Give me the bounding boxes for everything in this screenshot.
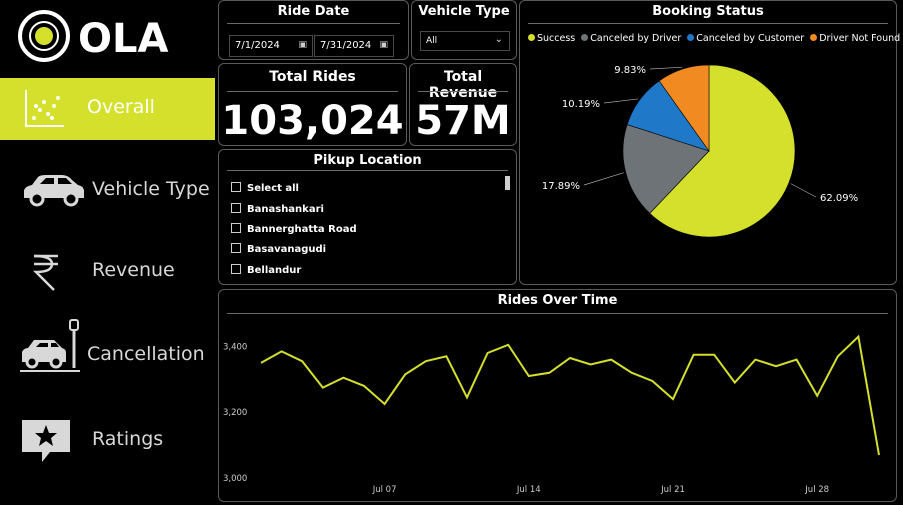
total-revenue-card: Total Revenue 57M <box>409 63 517 146</box>
y-tick-label: 3,000 <box>223 474 247 484</box>
calendar-icon[interactable]: ▣ <box>379 40 388 50</box>
leader-line <box>583 172 624 186</box>
card-title: Total Rides <box>269 69 356 85</box>
chart-legend: Success Canceled by Driver Canceled by C… <box>528 33 903 44</box>
checkbox[interactable] <box>231 243 241 253</box>
total-revenue-value: 57M <box>415 98 511 144</box>
total-rides-value: 103,024 <box>221 98 404 144</box>
card-title: Total Revenue <box>428 69 498 101</box>
total-rides-card: Total Rides 103,024 <box>218 63 407 146</box>
car-icon <box>24 175 84 207</box>
end-date-field[interactable]: 7/31/2024 ▣ <box>314 35 394 57</box>
data-label: 17.89% <box>542 181 580 192</box>
sidebar-item-overall[interactable]: Overall <box>0 78 215 140</box>
svg-text:OLA: OLA <box>78 16 168 62</box>
start-date-field[interactable]: 7/1/2024 ▣ <box>229 35 313 57</box>
chart-title: Rides Over Time <box>497 293 618 308</box>
sidebar-item-label: Revenue <box>92 259 175 281</box>
scrollbar[interactable] <box>505 176 510 190</box>
y-tick-label: 3,200 <box>223 408 247 418</box>
data-label: 62.09% <box>820 193 858 204</box>
sidebar-item-label: Overall <box>87 96 155 118</box>
checkbox[interactable] <box>231 182 241 192</box>
ride-date-slicer: Ride Date 7/1/2024 ▣ 7/31/2024 ▣ <box>218 0 409 60</box>
sidebar-item-revenue[interactable]: Revenue <box>0 240 215 300</box>
sidebar-item-ratings[interactable]: Ratings <box>0 410 215 470</box>
rupee-icon <box>32 254 58 291</box>
leader-line <box>603 98 639 104</box>
sidebar: OLA Overall Vehicle Type Revenue <box>0 0 215 505</box>
sidebar-item-cancellation[interactable]: Cancellation <box>0 316 215 376</box>
pie-slice[interactable] <box>658 64 710 152</box>
x-tick-label: Jul 07 <box>372 485 397 495</box>
ola-logo: OLA <box>18 10 168 62</box>
checkbox[interactable] <box>231 203 241 213</box>
legend-item: Success <box>528 33 575 44</box>
vehicle-type-slicer: Vehicle Type All ⌄ <box>411 0 517 60</box>
pie-slice[interactable] <box>622 124 710 214</box>
checkbox[interactable] <box>231 264 241 274</box>
data-label: 10.19% <box>562 99 600 110</box>
pie-chart: 62.09% 17.89% 10.19% 9.83% <box>542 64 858 238</box>
calendar-icon[interactable]: ▣ <box>298 40 307 50</box>
y-tick-label: 3,400 <box>223 342 247 352</box>
star-comment-icon <box>22 420 70 462</box>
leader-line <box>649 66 683 70</box>
panel-title: Vehicle Type <box>418 4 510 19</box>
list-item[interactable]: Select all <box>231 182 299 198</box>
sidebar-item-label: Ratings <box>92 428 164 450</box>
line-chart: 3,000 3,200 3,400 Jul 07 Jul 14 Jul 21 Jul 28 <box>223 334 880 495</box>
booking-status-chart: Booking Status Success Canceled by Drive… <box>519 0 900 285</box>
sidebar-item-label: Vehicle Type <box>92 178 210 200</box>
list-item[interactable]: Basavanagudi <box>231 243 326 259</box>
x-tick-label: Jul 21 <box>660 485 685 495</box>
series-line[interactable] <box>260 334 880 456</box>
leader-line <box>790 183 817 198</box>
x-tick-label: Jul 14 <box>516 485 541 495</box>
panel-title: Pikup Location <box>313 153 422 168</box>
car-parking-icon <box>20 319 80 372</box>
panel-title: Ride Date <box>277 4 350 19</box>
vehicle-type-dropdown[interactable]: All ⌄ <box>420 31 510 51</box>
sidebar-item-vehicle-type[interactable]: Vehicle Type <box>0 160 215 220</box>
list-item[interactable]: Bellandur <box>231 264 301 280</box>
chevron-down-icon: ⌄ <box>494 34 503 45</box>
legend-item: Driver Not Found <box>810 33 900 44</box>
scatter-chart-icon <box>25 90 64 127</box>
checkbox[interactable] <box>231 223 241 233</box>
pie-slice[interactable] <box>649 64 796 238</box>
legend-item: Canceled by Driver <box>581 33 681 44</box>
pickup-location-slicer: Pikup Location Select all Banashankari B… <box>218 149 517 285</box>
data-label: 9.83% <box>614 65 646 76</box>
legend-item: Canceled by Customer <box>687 33 804 44</box>
rides-over-time-chart: Rides Over Time 3,000 3,200 3,400 Jul 07 Jul… <box>218 289 897 502</box>
x-tick-label: Jul 28 <box>804 485 829 495</box>
list-item[interactable]: Banashankari <box>231 203 324 219</box>
chart-title: Booking Status <box>652 4 764 19</box>
list-item[interactable]: Bannerghatta Road <box>231 223 357 239</box>
sidebar-item-label: Cancellation <box>87 343 205 365</box>
